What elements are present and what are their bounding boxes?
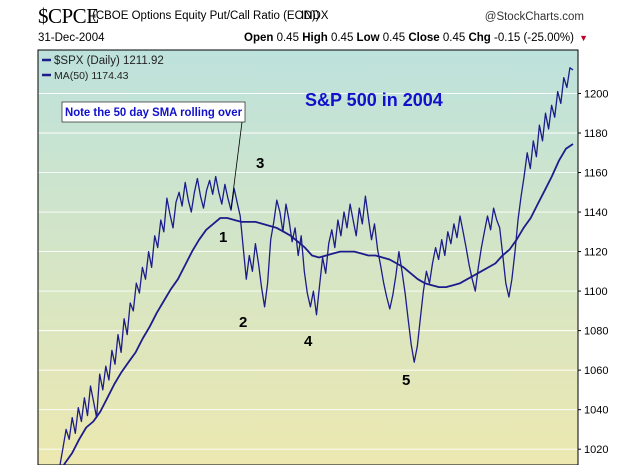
legend-spx: $SPX (Daily) 1211.92 <box>54 55 164 67</box>
y-tick-label: 1020 <box>584 444 608 456</box>
callout-pointer <box>230 121 243 210</box>
down-arrow-icon: ▼ <box>579 33 589 43</box>
header-exchange: INDX <box>301 10 329 22</box>
header-date: 31-Dec-2004 <box>38 32 105 44</box>
annotation-2: 2 <box>239 314 247 331</box>
gridlines <box>38 93 578 450</box>
open-label: Open <box>244 32 274 44</box>
legend: $SPX (Daily) 1211.92 MA(50) 1174.43 <box>42 55 164 82</box>
low-value: 0.45 <box>382 32 406 44</box>
header-brand[interactable]: @StockCharts.com <box>484 11 584 23</box>
low-label: Low <box>356 32 380 44</box>
plot-border <box>37 49 579 465</box>
y-tick-label: 1060 <box>584 365 608 377</box>
close-value: 0.45 <box>442 32 466 44</box>
annotation-3: 3 <box>256 155 264 172</box>
callout-box <box>61 101 246 123</box>
open-value: 0.45 <box>276 32 299 44</box>
legend-ma: MA(50) 1174.43 <box>54 70 129 82</box>
close-label: Close <box>408 32 440 44</box>
y-tick-label: 1140 <box>584 207 608 219</box>
header-symbol: $CPCE <box>38 4 99 28</box>
y-tick-label: 1040 <box>584 405 608 417</box>
y-tick-label: 1080 <box>584 326 608 338</box>
high-label: High <box>302 32 328 44</box>
chg-label: Chg <box>468 32 491 44</box>
annotation-4: 4 <box>304 333 313 350</box>
y-tick-label: 1200 <box>584 88 608 100</box>
callout-text: Note the 50 day SMA rolling over <box>65 107 243 119</box>
series-line-spx <box>59 67 574 465</box>
header-stats: Open 0.45 High 0.45 Low 0.45 Close 0.45 … <box>244 32 588 44</box>
y-tick-label: 1160 <box>584 168 608 180</box>
chart-title: S&P 500 in 2004 <box>305 90 443 110</box>
annotation-1: 1 <box>219 229 227 246</box>
header-description: (CBOE Options Equity Put/Call Ratio (EOD… <box>92 10 320 22</box>
y-tick-label: 1120 <box>584 247 608 259</box>
series-line-ma50 <box>62 143 574 465</box>
y-tick-label: 1180 <box>584 128 608 140</box>
chg-value: -0.15 (-25.00%) <box>494 32 574 44</box>
y-axis-ticks: 1020 1040 1060 1080 1100 1120 1140 1160 1180 1200 <box>578 88 608 456</box>
high-value: 0.45 <box>330 32 354 44</box>
y-tick-label: 1100 <box>584 286 608 298</box>
annotation-5: 5 <box>402 372 410 389</box>
series-layer <box>59 67 574 465</box>
